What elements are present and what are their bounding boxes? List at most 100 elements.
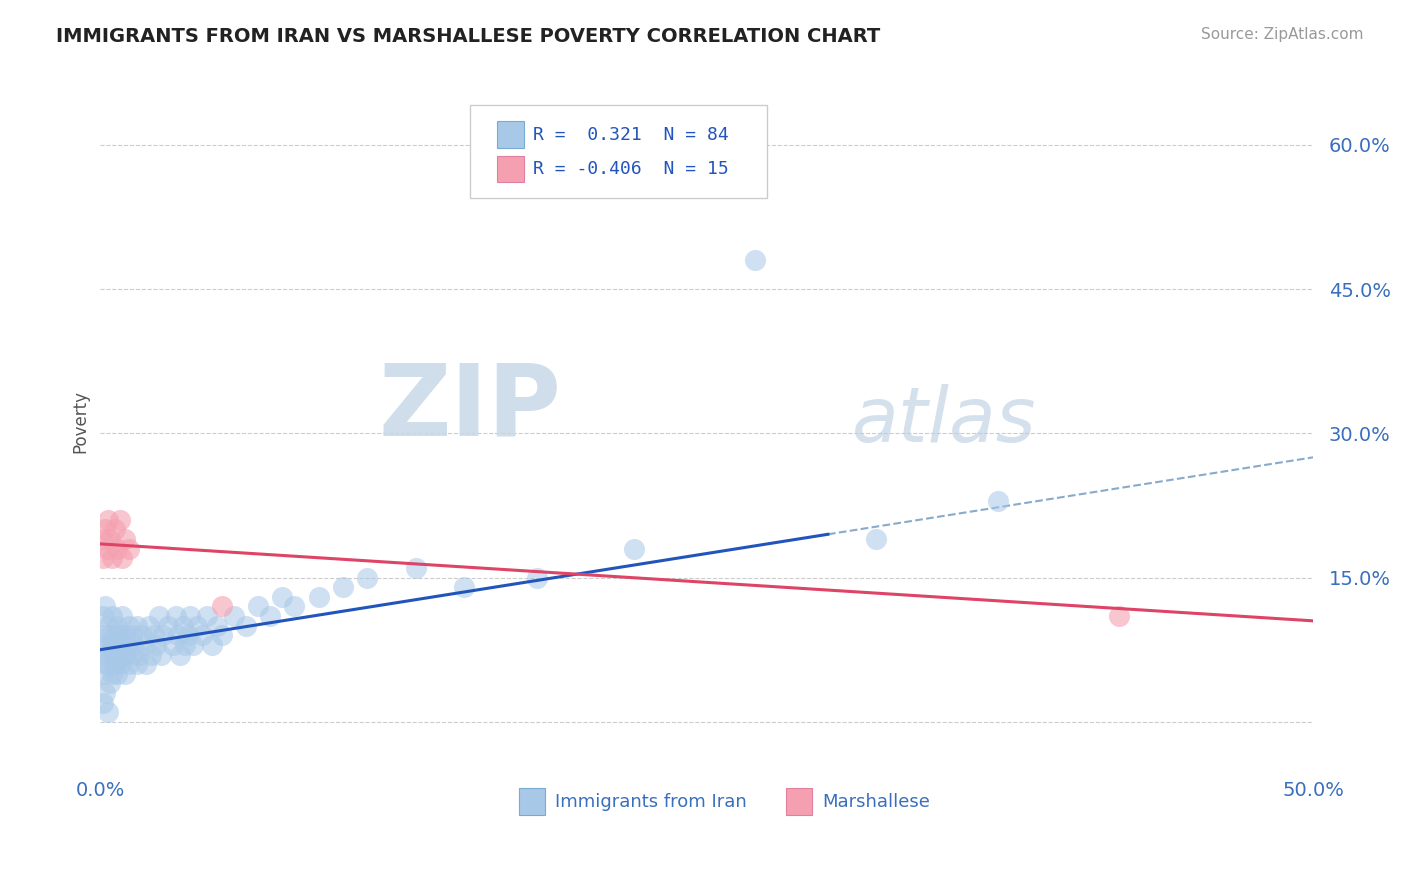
- Point: [94, 523, 117, 537]
- Point: [101, 666, 124, 681]
- Text: Marshallese: Marshallese: [823, 793, 929, 811]
- Text: atlas: atlas: [852, 384, 1036, 458]
- Point: [114, 628, 136, 642]
- Point: [98, 648, 121, 662]
- Point: [91, 638, 114, 652]
- Text: R = -0.406  N = 15: R = -0.406 N = 15: [533, 160, 730, 178]
- Y-axis label: Poverty: Poverty: [72, 390, 89, 453]
- Point: [97, 541, 120, 556]
- Point: [271, 590, 294, 604]
- Point: [108, 657, 131, 672]
- Point: [101, 638, 124, 652]
- Point: [91, 532, 114, 546]
- Point: [623, 541, 645, 556]
- Point: [141, 648, 163, 662]
- Point: [94, 628, 117, 642]
- Point: [283, 599, 305, 614]
- Point: [121, 628, 143, 642]
- Point: [169, 648, 191, 662]
- Text: ZIP: ZIP: [378, 359, 561, 456]
- Point: [94, 686, 117, 700]
- Point: [246, 599, 269, 614]
- Point: [176, 628, 198, 642]
- Point: [94, 648, 117, 662]
- Point: [118, 618, 141, 632]
- Point: [128, 648, 150, 662]
- Point: [97, 657, 120, 672]
- Point: [91, 551, 114, 566]
- Point: [145, 638, 167, 652]
- Point: [97, 618, 120, 632]
- Point: [211, 628, 233, 642]
- Point: [211, 599, 233, 614]
- Point: [148, 609, 170, 624]
- Point: [105, 541, 128, 556]
- Point: [101, 609, 124, 624]
- Point: [405, 561, 427, 575]
- Point: [108, 513, 131, 527]
- Point: [181, 638, 204, 652]
- Point: [987, 493, 1010, 508]
- Point: [105, 638, 128, 652]
- Point: [104, 523, 127, 537]
- Point: [91, 696, 114, 710]
- Point: [165, 609, 187, 624]
- Point: [111, 609, 134, 624]
- Point: [235, 618, 257, 632]
- Point: [142, 628, 165, 642]
- Point: [124, 638, 146, 652]
- Point: [97, 513, 120, 527]
- Point: [222, 609, 245, 624]
- Point: [111, 638, 134, 652]
- Point: [744, 253, 766, 268]
- Text: R =  0.321  N = 84: R = 0.321 N = 84: [533, 126, 730, 144]
- Point: [108, 628, 131, 642]
- Point: [98, 532, 121, 546]
- Point: [98, 676, 121, 690]
- Point: [114, 666, 136, 681]
- Point: [118, 541, 141, 556]
- Point: [104, 628, 127, 642]
- Point: [97, 638, 120, 652]
- Point: [174, 638, 197, 652]
- Point: [94, 599, 117, 614]
- Point: [105, 618, 128, 632]
- Point: [135, 657, 157, 672]
- Point: [186, 618, 208, 632]
- Point: [108, 648, 131, 662]
- Point: [125, 657, 148, 672]
- Point: [332, 580, 354, 594]
- Point: [91, 609, 114, 624]
- Point: [97, 705, 120, 719]
- Point: [105, 666, 128, 681]
- Point: [125, 618, 148, 632]
- Point: [259, 609, 281, 624]
- Point: [308, 590, 330, 604]
- Point: [138, 618, 160, 632]
- Point: [91, 666, 114, 681]
- Point: [167, 628, 190, 642]
- Point: [195, 609, 218, 624]
- Point: [131, 628, 153, 642]
- Point: [132, 638, 155, 652]
- Point: [104, 657, 127, 672]
- Point: [162, 638, 184, 652]
- Point: [101, 551, 124, 566]
- Point: [865, 532, 887, 546]
- Point: [111, 551, 134, 566]
- Bar: [786, 789, 813, 814]
- Bar: [519, 789, 546, 814]
- Point: [94, 657, 117, 672]
- Point: [121, 648, 143, 662]
- FancyBboxPatch shape: [470, 105, 768, 198]
- Point: [152, 628, 174, 642]
- Point: [114, 532, 136, 546]
- Point: [205, 618, 228, 632]
- Point: [179, 609, 201, 624]
- Point: [201, 638, 224, 652]
- Point: [356, 570, 378, 584]
- Point: [118, 657, 141, 672]
- Point: [115, 638, 138, 652]
- Bar: [496, 121, 523, 147]
- Point: [172, 618, 194, 632]
